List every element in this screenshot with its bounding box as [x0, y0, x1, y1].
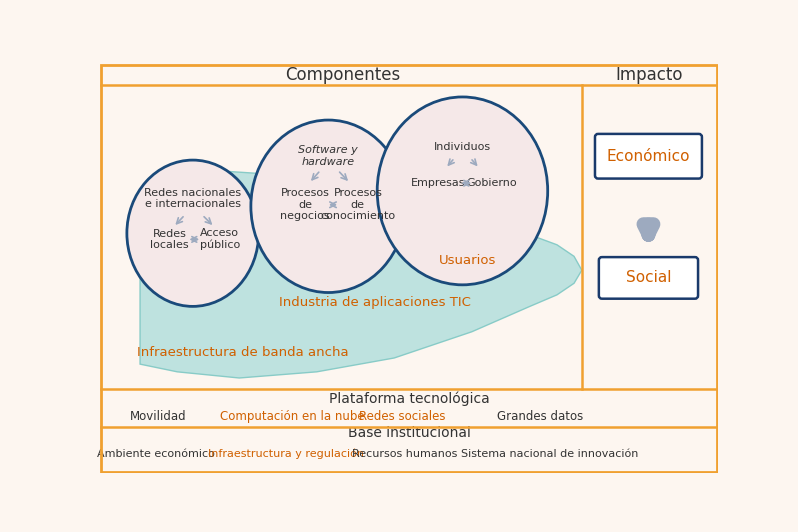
- Ellipse shape: [251, 120, 406, 293]
- Ellipse shape: [377, 97, 547, 285]
- Text: Usuarios: Usuarios: [439, 254, 496, 267]
- Text: Económico: Económico: [606, 149, 690, 164]
- Text: Base institucional: Base institucional: [348, 426, 470, 439]
- Text: Infraestructura de banda ancha: Infraestructura de banda ancha: [137, 346, 349, 359]
- Text: Individuos: Individuos: [434, 142, 491, 152]
- Text: Computación en la nube: Computación en la nube: [219, 410, 364, 423]
- Text: Social: Social: [626, 270, 671, 285]
- Text: Infraestructura y regulación: Infraestructura y regulación: [207, 449, 364, 460]
- Text: Gobierno: Gobierno: [467, 178, 517, 188]
- Text: Plataforma tecnológica: Plataforma tecnológica: [329, 392, 489, 406]
- FancyBboxPatch shape: [595, 134, 702, 179]
- Polygon shape: [140, 170, 582, 378]
- Text: Componentes: Componentes: [285, 65, 400, 84]
- Text: Redes
locales: Redes locales: [150, 229, 189, 250]
- FancyBboxPatch shape: [598, 257, 698, 298]
- Text: Redes sociales: Redes sociales: [359, 410, 445, 423]
- Text: Procesos
de
negocios: Procesos de negocios: [280, 188, 330, 221]
- Text: Ambiente económico: Ambiente económico: [97, 449, 215, 459]
- Text: Acceso
público: Acceso público: [200, 228, 240, 251]
- Text: Redes nacionales
e internacionales: Redes nacionales e internacionales: [144, 188, 241, 210]
- Text: Industria de aplicaciones TIC: Industria de aplicaciones TIC: [279, 296, 471, 309]
- Text: Movilidad: Movilidad: [129, 410, 186, 423]
- Text: Recursos humanos: Recursos humanos: [352, 449, 457, 459]
- Text: Empresas: Empresas: [410, 178, 465, 188]
- Text: Procesos
de
conocimiento: Procesos de conocimiento: [320, 188, 395, 221]
- Ellipse shape: [127, 160, 259, 306]
- Text: Sistema nacional de innovación: Sistema nacional de innovación: [460, 449, 638, 459]
- Text: Impacto: Impacto: [615, 65, 683, 84]
- Text: Software y
hardware: Software y hardware: [298, 145, 358, 167]
- Text: Grandes datos: Grandes datos: [497, 410, 583, 423]
